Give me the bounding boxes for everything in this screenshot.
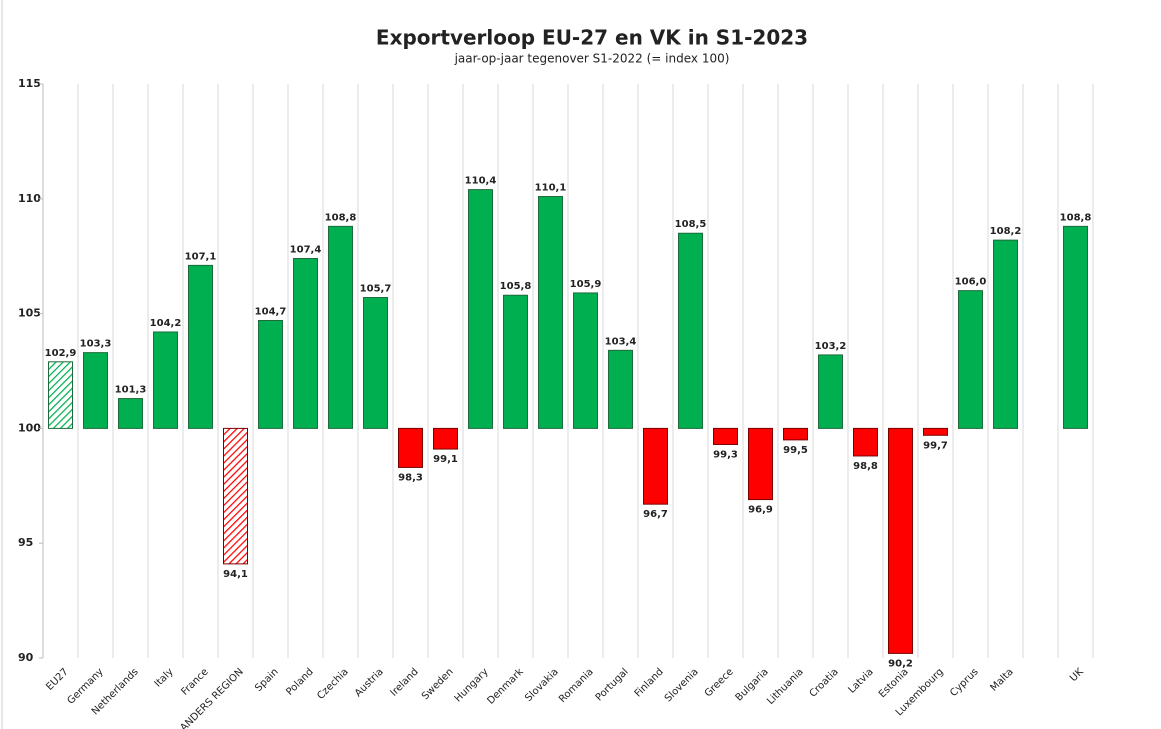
value-label: 96,9 <box>748 505 773 516</box>
x-tick-label: Slovenia <box>663 666 701 704</box>
value-label: 107,4 <box>290 244 322 255</box>
bar <box>48 361 73 429</box>
bar <box>503 294 528 429</box>
value-label: 104,7 <box>255 306 287 317</box>
bar <box>713 427 738 445</box>
value-label: 110,1 <box>535 183 567 194</box>
value-label: 94,1 <box>223 569 248 580</box>
bar <box>853 427 878 457</box>
y-tick-label: 95 <box>18 536 33 549</box>
value-label: 108,8 <box>1060 212 1092 223</box>
bar <box>468 189 493 429</box>
x-tick-label: Croatia <box>808 666 841 699</box>
x-tick-label: Portugal <box>594 666 631 703</box>
bar <box>118 398 143 429</box>
value-label: 108,5 <box>675 219 707 230</box>
x-tick-label: Austria <box>353 666 386 699</box>
x-tick-label: Romania <box>557 666 596 705</box>
x-tick-label: Estonia <box>877 666 911 700</box>
bar <box>1063 225 1088 429</box>
bar <box>188 264 213 429</box>
bar <box>818 354 843 429</box>
y-tick-label: 105 <box>18 307 41 320</box>
value-label: 107,1 <box>185 251 217 262</box>
bar <box>328 225 353 429</box>
bar <box>923 427 948 436</box>
x-tick-label: Ireland <box>389 666 421 698</box>
x-tick-label: Greece <box>703 666 736 699</box>
value-label: 106,0 <box>955 277 987 288</box>
value-label: 103,3 <box>80 339 112 350</box>
x-tick-label: Poland <box>284 666 315 697</box>
x-tick-label: Lithuania <box>765 666 806 707</box>
bar <box>363 297 388 429</box>
bar <box>888 427 913 654</box>
value-label: 98,8 <box>853 461 878 472</box>
value-label: 108,2 <box>990 226 1022 237</box>
value-label: 105,8 <box>500 281 532 292</box>
bar <box>958 290 983 429</box>
value-label: 101,3 <box>115 385 147 396</box>
value-label: 110,4 <box>465 176 497 187</box>
value-label: 105,9 <box>570 279 602 290</box>
value-label: 105,7 <box>360 284 392 295</box>
value-label: 103,2 <box>815 341 847 352</box>
bar <box>83 352 108 429</box>
value-label: 90,2 <box>888 658 913 669</box>
x-tick-label: Malta <box>988 666 1015 693</box>
x-tick-label: Finland <box>633 666 666 699</box>
value-label: 99,5 <box>783 445 808 456</box>
x-tick-label: Sweden <box>420 666 456 702</box>
chart-subtitle: jaar-op-jaar tegenover S1-2022 (= index … <box>454 52 730 66</box>
bar <box>153 331 178 429</box>
value-label: 99,3 <box>713 449 738 460</box>
bar <box>748 427 773 501</box>
x-tick-label: Denmark <box>485 666 525 706</box>
x-tick-label: Cyprus <box>948 666 980 698</box>
bar <box>293 257 318 429</box>
value-label: 98,3 <box>398 472 423 483</box>
value-label: 99,7 <box>923 440 948 451</box>
value-label: 104,2 <box>150 318 182 329</box>
y-tick-label: 100 <box>18 421 41 434</box>
y-tick-label: 90 <box>18 651 34 664</box>
bar <box>258 319 283 429</box>
y-tick-label: 115 <box>18 77 41 90</box>
x-tick-label: Italy <box>153 666 176 689</box>
x-tick-label: France <box>179 666 210 697</box>
x-tick-label: EU27 <box>44 666 70 692</box>
bar <box>433 427 458 450</box>
bar <box>783 427 808 441</box>
bar <box>223 427 248 565</box>
bar <box>678 232 703 429</box>
bar <box>538 196 563 429</box>
x-tick-label: UK <box>1068 666 1086 684</box>
x-tick-label: Czechia <box>315 666 350 701</box>
bar <box>608 349 633 429</box>
x-tick-label: Latvia <box>846 666 875 695</box>
value-label: 102,9 <box>45 348 77 359</box>
bar <box>993 239 1018 429</box>
bar <box>643 427 668 505</box>
value-label: 103,4 <box>605 336 637 347</box>
x-tick-label: Spain <box>253 666 281 694</box>
bar <box>573 292 598 429</box>
value-label: 96,7 <box>643 509 668 520</box>
y-tick-label: 110 <box>18 192 41 205</box>
value-label: 99,1 <box>433 454 458 465</box>
chart-title: Exportverloop EU-27 en VK in S1-2023 <box>376 26 808 50</box>
value-label: 108,8 <box>325 212 357 223</box>
x-tick-label: Slovakia <box>523 666 560 703</box>
bar <box>398 427 423 468</box>
